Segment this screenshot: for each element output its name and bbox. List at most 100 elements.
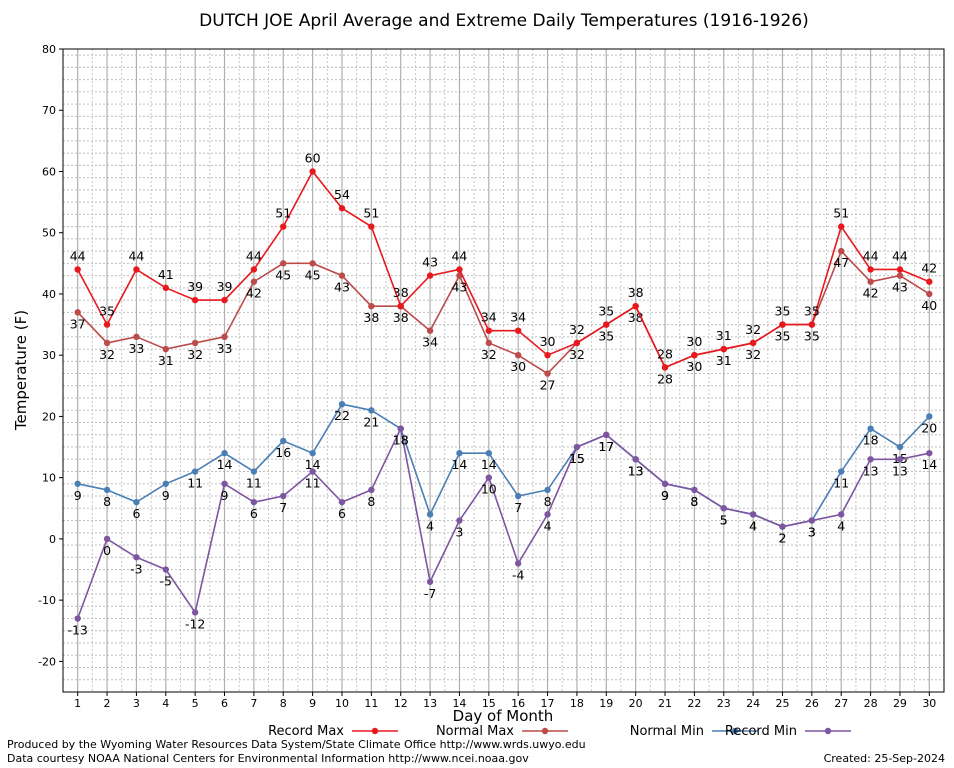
data-point [221,449,228,457]
data-label: 3 [455,525,463,540]
data-point [309,260,316,267]
data-label: 18 [393,433,409,448]
data-label: 54 [334,187,350,202]
data-point [632,303,639,310]
data-label: 32 [569,347,585,362]
legend-item-normal-max: Normal Max [436,724,568,739]
x-tick-label: 8 [280,697,287,710]
x-tick-label: 6 [221,697,228,710]
x-tick-label: 30 [922,697,936,710]
data-label: 35 [804,329,820,344]
data-label: 8 [367,494,375,509]
data-label: 5 [720,512,728,527]
data-label: 9 [661,488,669,503]
data-point [309,468,316,475]
data-point [338,205,346,212]
data-point [661,480,669,487]
data-point [162,480,169,487]
data-label: 32 [745,347,761,362]
x-tick-label: 4 [162,697,169,710]
data-point [191,296,199,304]
y-tick-label: 80 [42,43,56,56]
data-point [632,456,639,463]
data-point [514,351,522,359]
data-label: 32 [569,322,585,337]
data-point [514,560,522,567]
data-label: 3 [808,525,816,540]
data-point [544,486,551,494]
x-tick-label: 21 [658,697,672,710]
data-label: 38 [363,310,379,325]
data-label: 44 [863,248,879,263]
data-point [779,321,786,328]
data-label: 9 [661,488,669,503]
data-point [426,327,434,334]
data-label: 0 [103,543,111,558]
data-point [896,272,904,279]
data-label: 34 [510,310,526,325]
data-point [867,425,874,432]
data-label: 13 [892,463,908,478]
data-point [280,223,287,230]
data-point [838,247,845,255]
data-label: 5 [720,512,728,527]
data-label: 33 [128,341,144,356]
data-point [749,511,757,518]
data-point [368,486,375,494]
data-point [426,578,434,585]
x-tick-label: 11 [364,697,378,710]
legend-label: Record Min [725,724,797,739]
data-point [191,339,199,347]
data-point [808,517,816,524]
data-point [133,333,140,341]
data-label: 11 [833,476,849,491]
data-label: -5 [160,574,172,589]
data-point [456,517,463,524]
series-line [76,426,930,619]
y-tick-label: 30 [42,349,56,362]
data-label: 44 [892,248,908,263]
data-point [926,290,933,298]
data-label: 35 [598,329,614,344]
x-tick-label: 10 [335,697,349,710]
data-point [133,498,140,506]
data-point [280,492,287,500]
data-label: 8 [544,494,552,509]
data-point [191,468,199,475]
data-point [926,449,933,457]
series-record-max: 44 35 44 41 39 39 44 51 60 54 51 38 43 44 34 34 30 32 35 38… [70,150,937,371]
x-tick-label: 20 [629,697,643,710]
data-point [250,468,258,475]
data-point [896,443,904,451]
data-label: 42 [246,286,262,301]
data-label: 28 [657,371,673,386]
data-point [808,321,816,328]
y-tick-label: -10 [38,594,56,607]
data-label: 14 [451,457,467,472]
data-point [926,278,933,285]
data-label: 40 [921,298,937,313]
data-label: 30 [510,359,526,374]
data-label: 35 [598,304,614,319]
data-label: 34 [481,310,497,325]
data-point [103,321,111,328]
x-tick-label: 9 [309,697,316,710]
data-label: 9 [221,488,229,503]
data-point [133,554,140,561]
data-label: 22 [334,408,350,423]
x-tick-label: 22 [687,697,701,710]
data-point [867,278,874,285]
data-label: 32 [187,347,203,362]
data-label: 44 [451,248,467,263]
data-label: 17 [598,439,614,454]
data-label: 13 [863,463,879,478]
x-tick-label: 12 [394,697,408,710]
legend-marker [731,727,739,735]
data-label: 35 [775,329,791,344]
data-point [397,425,404,432]
data-label: 30 [686,359,702,374]
data-point [573,339,581,347]
x-tick-label: 19 [599,697,613,710]
data-label: 60 [305,150,321,165]
data-point [250,498,258,506]
